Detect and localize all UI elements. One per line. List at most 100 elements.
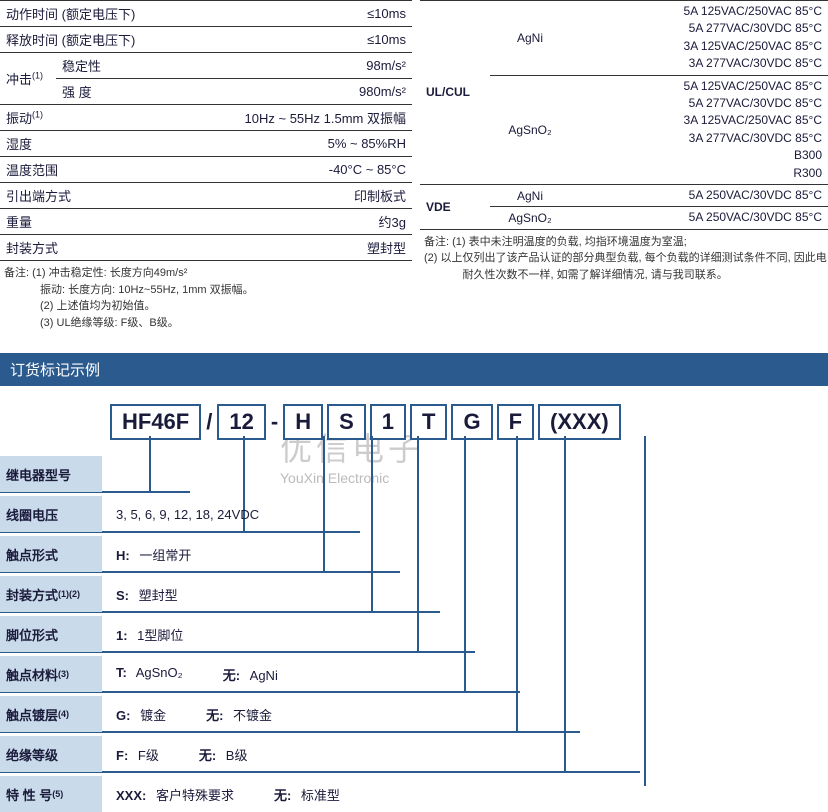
note-line: (1) 冲击稳定性: 长度方向49m/s² [32, 267, 187, 279]
part-number-row: HF46F/12-HS1TGF(XXX) [108, 404, 623, 440]
def-row: 脚位形式 1: 1型脚位 [0, 616, 828, 652]
left-column: 动作时间 (额定电压下)≤10ms释放时间 (额定电压下)≤10ms冲击(1)稳… [0, 0, 412, 331]
spec-row: 引出端方式印制板式 [0, 183, 412, 209]
pn-segment: 12 [217, 404, 265, 440]
spec-value: 98m/s² [173, 53, 412, 79]
spec-label: 引出端方式 [0, 183, 173, 209]
def-option: T: AgSnO₂ [116, 665, 183, 684]
material-cell: AgSnO₂ [490, 207, 570, 229]
spec-row: 温度范围-40°C ~ 85°C [0, 157, 412, 183]
def-option: 无: 不镀金 [206, 705, 272, 724]
def-row: 绝缘等级F: F级无: B级 [0, 736, 828, 772]
spec-label-a: 冲击(1) [0, 53, 56, 105]
pn-separator: - [268, 409, 281, 435]
spec-label: 振动(1) [0, 105, 173, 131]
def-option: F: F级 [116, 745, 159, 764]
def-option: 1: 1型脚位 [116, 625, 183, 644]
material-cell: AgNi [490, 184, 570, 206]
def-label: 脚位形式 [0, 616, 102, 652]
rating-row: UL/CULAgNi5A 125VAC/250VAC 85°C5A 277VAC… [420, 1, 828, 76]
pn-segment: G [451, 404, 492, 440]
def-value: G: 镀金 无: 不镀金 [102, 705, 272, 724]
def-label: 触点材料(3) [0, 656, 102, 692]
def-label: 继电器型号 [0, 456, 102, 492]
def-row: 触点形式 H: 一组常开 [0, 536, 828, 572]
def-label: 触点镀层(4) [0, 696, 102, 732]
def-row: 触点镀层(4) G: 镀金 无: 不镀金 [0, 696, 828, 732]
pn-segment: F [497, 404, 534, 440]
spec-row: 释放时间 (额定电压下)≤10ms [0, 27, 412, 53]
note-line: (2) 以上仅列出了该产品认证的部分典型负载, 每个负载的详细测试条件不同, 因… [424, 250, 828, 283]
def-option: 3, 5, 6, 9, 12, 18, 24VDC [116, 507, 259, 522]
spec-label: 温度范围 [0, 157, 173, 183]
rating-cell: 5A 250VAC/30VDC 85°C [570, 184, 828, 206]
spec-value: 10Hz ~ 55Hz 1.5mm 双振幅 [173, 105, 412, 131]
spec-label-b: 强 度 [56, 79, 173, 105]
spec-row: 振动(1)10Hz ~ 55Hz 1.5mm 双振幅 [0, 105, 412, 131]
spec-row: 强 度980m/s² [0, 79, 412, 105]
spec-value: 980m/s² [173, 79, 412, 105]
ordering-section: 订货标记示例 优信电子 YouXin Electronic HF46F/12-H… [0, 353, 828, 786]
spec-label-b: 稳定性 [56, 53, 173, 79]
spec-table: 动作时间 (额定电压下)≤10ms释放时间 (额定电压下)≤10ms冲击(1)稳… [0, 0, 412, 261]
def-label: 特 性 号(5) [0, 776, 102, 812]
rating-cell: 5A 125VAC/250VAC 85°C5A 277VAC/30VDC 85°… [570, 1, 828, 76]
note-line: (3) UL绝缘等级: F级、B级。 [4, 315, 412, 332]
def-row: 触点材料(3) T: AgSnO₂ 无: AgNi [0, 656, 828, 692]
pn-segment: (XXX) [538, 404, 621, 440]
spec-label: 封装方式 [0, 235, 173, 261]
spec-label: 湿度 [0, 131, 173, 157]
right-notes: 备注: (1) 表中未注明温度的负载, 均指环境温度为室温; (2) 以上仅列出… [420, 234, 828, 284]
cert-cell: UL/CUL [420, 1, 490, 185]
ordering-title: 订货标记示例 [0, 353, 828, 386]
spec-value: -40°C ~ 85°C [173, 157, 412, 183]
def-label: 线圈电压 [0, 496, 102, 532]
material-cell: AgSnO₂ [490, 75, 570, 184]
spec-value: ≤10ms [173, 27, 412, 53]
pn-segment: H [283, 404, 323, 440]
right-column: UL/CULAgNi5A 125VAC/250VAC 85°C5A 277VAC… [420, 0, 828, 331]
def-value: H: 一组常开 [102, 545, 191, 564]
spec-value: 5% ~ 85%RH [173, 131, 412, 157]
def-row: 特 性 号(5) XXX: 客户特殊要求 无: 标准型 [0, 776, 828, 812]
pn-segment: S [327, 404, 366, 440]
def-option: 无: B级 [199, 745, 248, 764]
def-option: 无: AgNi [223, 665, 278, 684]
note-line: 备注: (1) 表中未注明温度的负载, 均指环境温度为室温; [424, 234, 828, 251]
def-label: 触点形式 [0, 536, 102, 572]
pn-segment: T [410, 404, 447, 440]
spec-row: 重量约3g [0, 209, 412, 235]
note-line: 振动: 长度方向: 10Hz~55Hz, 1mm 双振幅。 [4, 282, 412, 299]
top-tables-region: 动作时间 (额定电压下)≤10ms释放时间 (额定电压下)≤10ms冲击(1)稳… [0, 0, 828, 331]
def-option: H: 一组常开 [116, 545, 191, 564]
rating-cell: 5A 125VAC/250VAC 85°C5A 277VAC/30VDC 85°… [570, 75, 828, 184]
def-value: T: AgSnO₂ 无: AgNi [102, 665, 278, 684]
spec-value: ≤10ms [173, 1, 412, 27]
material-cell: AgNi [490, 1, 570, 76]
spec-value: 塑封型 [173, 235, 412, 261]
spec-row: 封装方式塑封型 [0, 235, 412, 261]
spec-value: 印制板式 [173, 183, 412, 209]
spec-value: 约3g [173, 209, 412, 235]
def-option: S: 塑封型 [116, 585, 178, 604]
spec-label: 释放时间 (额定电压下) [0, 27, 173, 53]
pn-segment: 1 [370, 404, 406, 440]
def-row: 封装方式(1)(2)S: 塑封型 [0, 576, 828, 612]
def-option: G: 镀金 [116, 705, 166, 724]
def-value: 1: 1型脚位 [102, 625, 183, 644]
left-notes: 备注: (1) 冲击稳定性: 长度方向49m/s² 振动: 长度方向: 10Hz… [0, 265, 412, 331]
ratings-table: UL/CULAgNi5A 125VAC/250VAC 85°C5A 277VAC… [420, 0, 828, 230]
def-row: 继电器型号 [0, 456, 828, 492]
ordering-body: 优信电子 YouXin Electronic HF46F/12-HS1TGF(X… [0, 386, 828, 786]
rating-row: VDEAgNi5A 250VAC/30VDC 85°C [420, 184, 828, 206]
def-value: 3, 5, 6, 9, 12, 18, 24VDC [102, 507, 259, 522]
pn-separator: / [203, 409, 215, 435]
def-value: F: F级 无: B级 [102, 745, 247, 764]
def-option: 无: 标准型 [274, 785, 340, 804]
def-value: XXX: 客户特殊要求 无: 标准型 [102, 785, 340, 804]
spec-label: 动作时间 (额定电压下) [0, 1, 173, 27]
def-value: S: 塑封型 [102, 585, 178, 604]
rating-cell: 5A 250VAC/30VDC 85°C [570, 207, 828, 229]
def-option: XXX: 客户特殊要求 [116, 785, 234, 804]
cert-cell: VDE [420, 184, 490, 229]
